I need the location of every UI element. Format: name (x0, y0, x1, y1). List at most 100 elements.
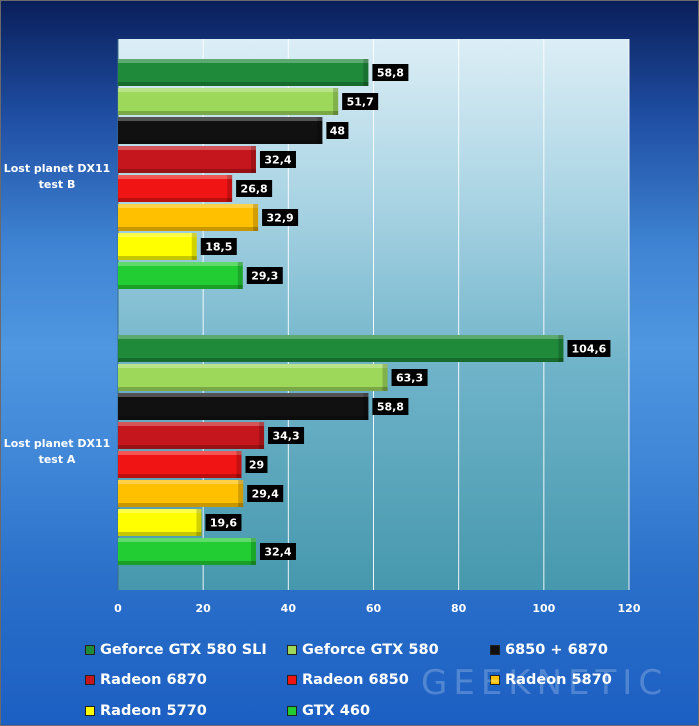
bar (118, 88, 339, 115)
data-label-box (372, 64, 409, 81)
bar-highlight (118, 117, 323, 121)
bar (118, 335, 564, 362)
bar (118, 451, 242, 478)
data-label: 51,7 (347, 96, 374, 109)
bar-endcap (238, 480, 244, 507)
data-label-box (268, 427, 305, 444)
x-tick-label: 100 (532, 602, 555, 615)
bar-endcap (558, 335, 564, 362)
data-label-box (247, 485, 284, 502)
data-label: 32,9 (267, 212, 294, 225)
x-tick-label: 60 (366, 602, 382, 615)
bar (118, 393, 369, 420)
bar-endcap (250, 538, 256, 565)
bar-endcap (227, 175, 233, 202)
bar-highlight (118, 480, 244, 484)
bar-endcap (253, 204, 259, 231)
x-tick-label: 40 (281, 602, 297, 615)
data-label: 19,6 (210, 517, 237, 530)
data-label-box (246, 267, 283, 284)
bar-endcap (333, 88, 339, 115)
bar-endcap (317, 117, 323, 144)
bar-endcap (237, 262, 243, 289)
x-tick-label: 120 (618, 602, 641, 615)
bar-highlight (118, 509, 202, 513)
bar-highlight (118, 262, 243, 266)
data-label: 32,4 (264, 154, 291, 167)
bar (118, 59, 369, 86)
bar-highlight (118, 233, 197, 237)
data-label: 48 (330, 125, 345, 138)
x-tick-label: 80 (451, 602, 467, 615)
bar-highlight (118, 59, 369, 63)
bar (118, 538, 256, 565)
bar-shadow (118, 285, 243, 289)
bar-endcap (236, 451, 242, 478)
bar (118, 146, 256, 173)
data-label-box (567, 340, 611, 357)
bar-shadow (118, 111, 339, 115)
bar (118, 117, 323, 144)
bar-shadow (118, 256, 197, 260)
data-label: 32,4 (264, 546, 291, 559)
data-label: 104,6 (572, 343, 607, 356)
bar-highlight (118, 175, 233, 179)
data-label-box (200, 238, 237, 255)
data-label: 26,8 (241, 183, 268, 196)
bar-highlight (118, 451, 242, 455)
bar-endcap (250, 146, 256, 173)
data-label-box (245, 456, 268, 473)
bar-endcap (382, 364, 388, 391)
data-label: 18,5 (205, 241, 232, 254)
bar-shadow (118, 387, 388, 391)
data-label-box (342, 93, 379, 110)
data-label-box (236, 180, 273, 197)
bar (118, 233, 197, 260)
bar-endcap (259, 422, 265, 449)
bar-highlight (118, 204, 259, 208)
data-label-box (205, 514, 242, 531)
bar-shadow (118, 358, 564, 362)
bar (118, 509, 202, 536)
bar-endcap (196, 509, 202, 536)
data-label-box (326, 122, 349, 139)
data-label-box (262, 209, 299, 226)
bar (118, 262, 243, 289)
data-label-box (259, 151, 296, 168)
bar-highlight (118, 364, 388, 368)
bar-highlight (118, 146, 256, 150)
watermark-logo: GEEKNETIC (421, 663, 669, 703)
data-label-box (372, 398, 409, 415)
data-label: 63,3 (396, 372, 423, 385)
bar-shadow (118, 198, 233, 202)
bar-shadow (118, 532, 202, 536)
data-label: 29,3 (251, 270, 278, 283)
bar-shadow (118, 169, 256, 173)
bar-highlight (118, 538, 256, 542)
bar-shadow (118, 503, 244, 507)
bar (118, 422, 265, 449)
x-tick-label: 0 (114, 602, 122, 615)
data-label: 58,8 (377, 67, 404, 80)
data-label: 34,3 (272, 430, 299, 443)
x-tick-label: 20 (196, 602, 212, 615)
bar-endcap (191, 233, 197, 260)
bar-highlight (118, 422, 265, 426)
bar-endcap (363, 393, 369, 420)
bar-endcap (363, 59, 369, 86)
bar-shadow (118, 474, 242, 478)
data-label: 29 (249, 459, 264, 472)
bar (118, 175, 233, 202)
bar-shadow (118, 82, 369, 86)
bar-shadow (118, 445, 265, 449)
data-label: 58,8 (377, 401, 404, 414)
data-label: 29,4 (252, 488, 279, 501)
bar (118, 364, 388, 391)
bar-highlight (118, 393, 369, 397)
bar-highlight (118, 88, 339, 92)
bar-shadow (118, 416, 369, 420)
category-label-test-a: Lost planet DX11 test A (3, 437, 111, 466)
bar-shadow (118, 227, 259, 231)
